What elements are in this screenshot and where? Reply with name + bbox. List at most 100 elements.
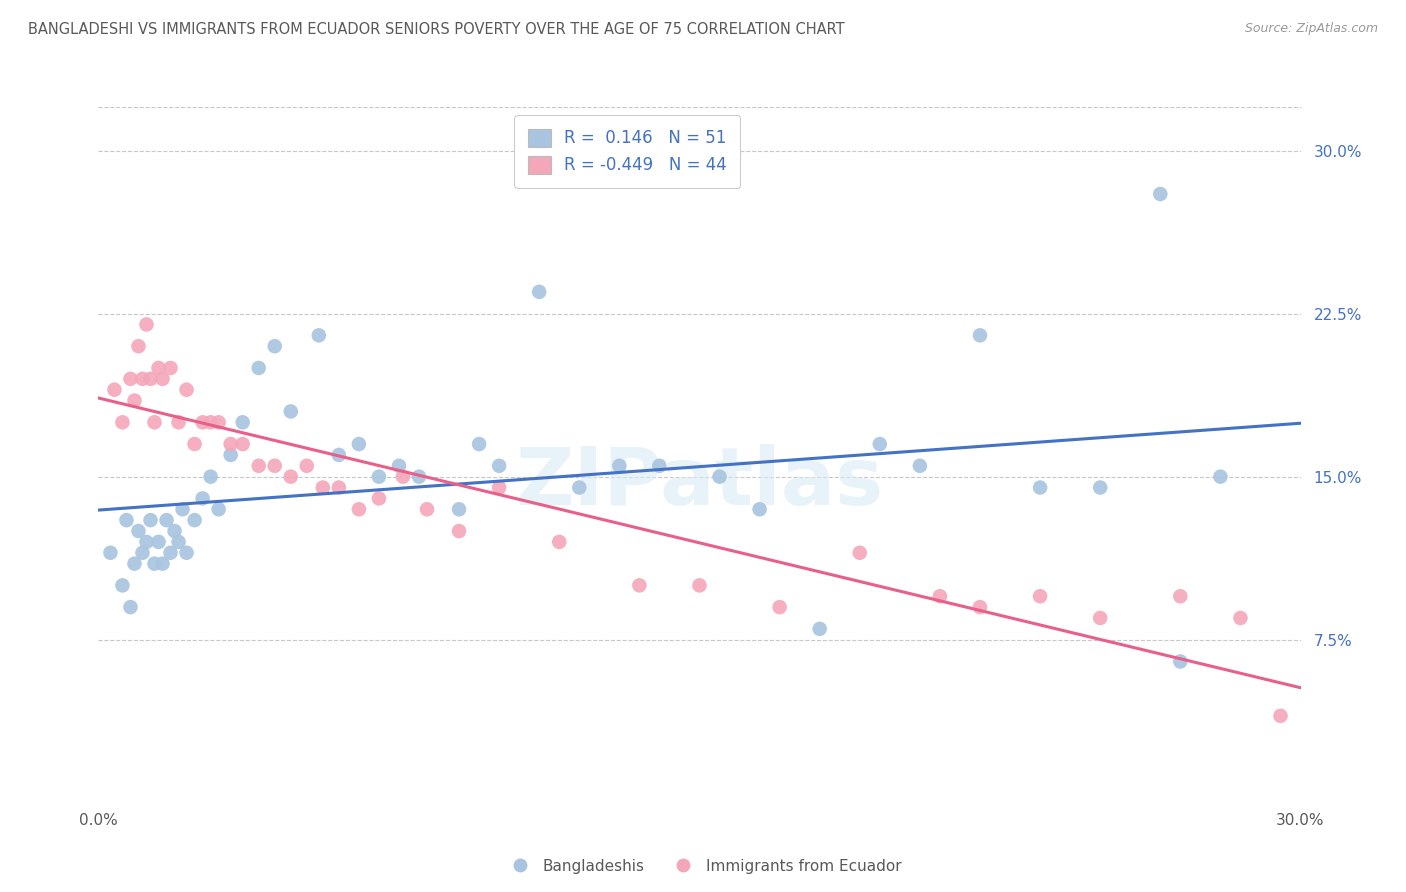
- Point: [447, 524, 470, 538]
- Point: [748, 502, 770, 516]
- Point: [969, 328, 991, 343]
- Point: [908, 458, 931, 473]
- Point: [172, 502, 194, 516]
- Point: [328, 481, 350, 495]
- Point: [111, 578, 134, 592]
- Point: [128, 339, 150, 353]
- Point: [648, 458, 671, 473]
- Point: [416, 502, 439, 516]
- Point: [143, 415, 166, 429]
- Point: [408, 469, 430, 483]
- Point: [191, 491, 214, 506]
- Point: [159, 546, 181, 560]
- Point: [183, 513, 205, 527]
- Point: [1149, 186, 1171, 201]
- Point: [111, 415, 134, 429]
- Point: [139, 372, 162, 386]
- Point: [183, 437, 205, 451]
- Point: [280, 469, 302, 483]
- Point: [176, 383, 198, 397]
- Point: [1270, 708, 1292, 723]
- Text: ZIPatlas: ZIPatlas: [516, 443, 883, 522]
- Point: [1170, 655, 1192, 669]
- Legend: R =  0.146   N = 51, R = -0.449   N = 44: R = 0.146 N = 51, R = -0.449 N = 44: [515, 115, 741, 187]
- Point: [131, 546, 153, 560]
- Point: [143, 557, 166, 571]
- Point: [488, 458, 510, 473]
- Point: [869, 437, 891, 451]
- Point: [115, 513, 138, 527]
- Point: [120, 600, 142, 615]
- Point: [488, 481, 510, 495]
- Text: Source: ZipAtlas.com: Source: ZipAtlas.com: [1244, 22, 1378, 36]
- Point: [689, 578, 711, 592]
- Point: [159, 360, 181, 375]
- Point: [167, 415, 190, 429]
- Point: [163, 524, 186, 538]
- Point: [191, 415, 214, 429]
- Point: [468, 437, 491, 451]
- Point: [208, 415, 231, 429]
- Point: [219, 448, 242, 462]
- Point: [155, 513, 177, 527]
- Point: [769, 600, 792, 615]
- Point: [929, 589, 952, 603]
- Point: [247, 360, 270, 375]
- Point: [328, 448, 350, 462]
- Point: [969, 600, 991, 615]
- Legend: Bangladeshis, Immigrants from Ecuador: Bangladeshis, Immigrants from Ecuador: [498, 853, 908, 880]
- Point: [135, 535, 157, 549]
- Point: [200, 469, 222, 483]
- Point: [100, 546, 122, 560]
- Point: [280, 404, 302, 418]
- Point: [709, 469, 731, 483]
- Point: [200, 415, 222, 429]
- Point: [808, 622, 831, 636]
- Point: [263, 458, 285, 473]
- Point: [152, 372, 174, 386]
- Point: [219, 437, 242, 451]
- Point: [120, 372, 142, 386]
- Point: [447, 502, 470, 516]
- Point: [1170, 589, 1192, 603]
- Point: [124, 393, 146, 408]
- Point: [392, 469, 415, 483]
- Point: [103, 383, 125, 397]
- Point: [568, 481, 591, 495]
- Point: [131, 372, 153, 386]
- Point: [1209, 469, 1232, 483]
- Point: [312, 481, 335, 495]
- Point: [1029, 481, 1052, 495]
- Point: [232, 437, 254, 451]
- Point: [368, 491, 391, 506]
- Point: [609, 458, 631, 473]
- Point: [232, 415, 254, 429]
- Point: [295, 458, 318, 473]
- Point: [167, 535, 190, 549]
- Point: [128, 524, 150, 538]
- Point: [347, 502, 370, 516]
- Point: [1088, 611, 1111, 625]
- Point: [152, 557, 174, 571]
- Point: [176, 546, 198, 560]
- Point: [124, 557, 146, 571]
- Point: [628, 578, 651, 592]
- Point: [548, 535, 571, 549]
- Point: [347, 437, 370, 451]
- Point: [208, 502, 231, 516]
- Point: [368, 469, 391, 483]
- Point: [308, 328, 330, 343]
- Point: [139, 513, 162, 527]
- Point: [1029, 589, 1052, 603]
- Point: [148, 535, 170, 549]
- Point: [263, 339, 285, 353]
- Point: [247, 458, 270, 473]
- Point: [1229, 611, 1251, 625]
- Point: [388, 458, 411, 473]
- Text: BANGLADESHI VS IMMIGRANTS FROM ECUADOR SENIORS POVERTY OVER THE AGE OF 75 CORREL: BANGLADESHI VS IMMIGRANTS FROM ECUADOR S…: [28, 22, 845, 37]
- Point: [135, 318, 157, 332]
- Point: [1088, 481, 1111, 495]
- Point: [529, 285, 551, 299]
- Point: [849, 546, 872, 560]
- Point: [148, 360, 170, 375]
